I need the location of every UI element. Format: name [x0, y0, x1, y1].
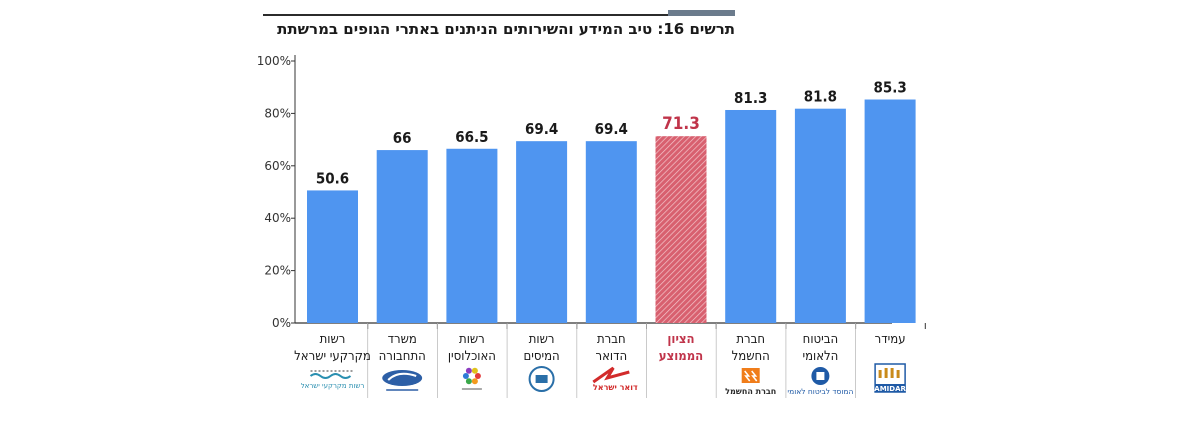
israel-post-logo: דואר ישראל: [592, 366, 638, 392]
category-label: חברת: [597, 332, 626, 347]
ministry-of-transport-logo: [382, 370, 423, 391]
value-label: 81.3: [734, 89, 767, 107]
y-tick-label: 100%: [257, 54, 291, 68]
bar: [516, 141, 568, 323]
value-label: 71.3: [662, 114, 700, 134]
logo-symbol: [816, 372, 825, 380]
chart-title-prefix: תרשים 16:: [657, 20, 735, 38]
logo-oval: [382, 370, 423, 386]
population-authority-logo: [461, 367, 482, 390]
category-label: רשות: [459, 332, 485, 347]
logo-text: רשות מקרקעי ישראל: [301, 382, 365, 390]
logo-swoosh: [387, 372, 417, 381]
category-label: מקרקעי ישראל: [294, 349, 371, 364]
value-label: 69.4: [525, 120, 558, 138]
bar: [376, 150, 428, 323]
bar: [725, 109, 777, 323]
logo-dot: [462, 373, 469, 379]
bar: [794, 108, 846, 324]
logo-core: [535, 375, 548, 383]
chart-title: תרשים 16: טיב המידע והשירותים הניתנים בא…: [263, 20, 735, 42]
category-label: הממוצע: [659, 349, 703, 364]
value-label: 85.3: [873, 79, 906, 97]
category-label: חברת: [736, 332, 765, 347]
logo-text: המוסד לביטוח לאומי: [787, 387, 853, 396]
bar-average: [655, 136, 707, 323]
category-label: הביטוח: [803, 332, 838, 347]
value-label: 81.8: [804, 88, 837, 106]
value-label: 50.6: [316, 169, 349, 187]
value-label: 66: [393, 129, 412, 147]
bar: [864, 99, 916, 323]
y-tick-label: 60%: [264, 159, 291, 173]
category-label: רשות: [320, 332, 346, 347]
chart-title-text: טיב המידע והשירותים הניתנים באתרי הגופים…: [277, 20, 658, 38]
tax-authority-logo: [528, 366, 555, 392]
logo-bolt: [744, 370, 758, 382]
value-label: 69.4: [595, 120, 628, 138]
logo-letters: [878, 368, 900, 378]
logo-dot: [471, 367, 478, 374]
electric-company-logo: חברת החשמל: [725, 368, 776, 396]
category-label: התחבורה: [379, 349, 426, 364]
category-label: הציון: [667, 332, 694, 347]
top-rule: [263, 14, 735, 16]
logo-dot: [474, 373, 481, 379]
top-accent: [668, 10, 735, 16]
logo-band: [875, 384, 906, 392]
category-label: הדואר: [595, 349, 627, 364]
category-label: רשות: [529, 332, 555, 347]
category-label: הלאומי: [802, 349, 838, 364]
logo-dot: [465, 378, 472, 385]
israel-land-authority-logo: רשות מקרקעי ישראל: [301, 370, 365, 390]
logo-dot: [471, 378, 478, 385]
category-label: המיסים: [524, 349, 560, 364]
y-tick-label: 0%: [272, 316, 291, 330]
amidar-logo: AMIDAR: [874, 363, 907, 393]
category-label: האוכלוסין: [448, 349, 496, 364]
logo-text: חברת החשמל: [725, 387, 776, 396]
logo-dot: [465, 367, 472, 374]
logo-deer: [592, 366, 630, 384]
y-tick-label: 20%: [264, 264, 291, 278]
category-label: משרד: [388, 332, 417, 347]
wave-mark: [309, 373, 352, 379]
value-label: 66.5: [455, 128, 488, 146]
bar: [585, 141, 637, 323]
bar: [446, 148, 498, 323]
category-label: החשמל: [732, 349, 770, 364]
logo-text: AMIDAR: [874, 385, 906, 393]
logo-text: דואר ישראל: [593, 383, 638, 392]
category-label: עמידר: [875, 332, 906, 347]
y-tick-label: 40%: [264, 211, 291, 225]
bar: [307, 190, 358, 323]
national-insurance-logo: המוסד לביטוח לאומי: [787, 367, 853, 396]
y-tick-label: 80%: [264, 106, 291, 120]
logo-ring: [528, 366, 555, 392]
